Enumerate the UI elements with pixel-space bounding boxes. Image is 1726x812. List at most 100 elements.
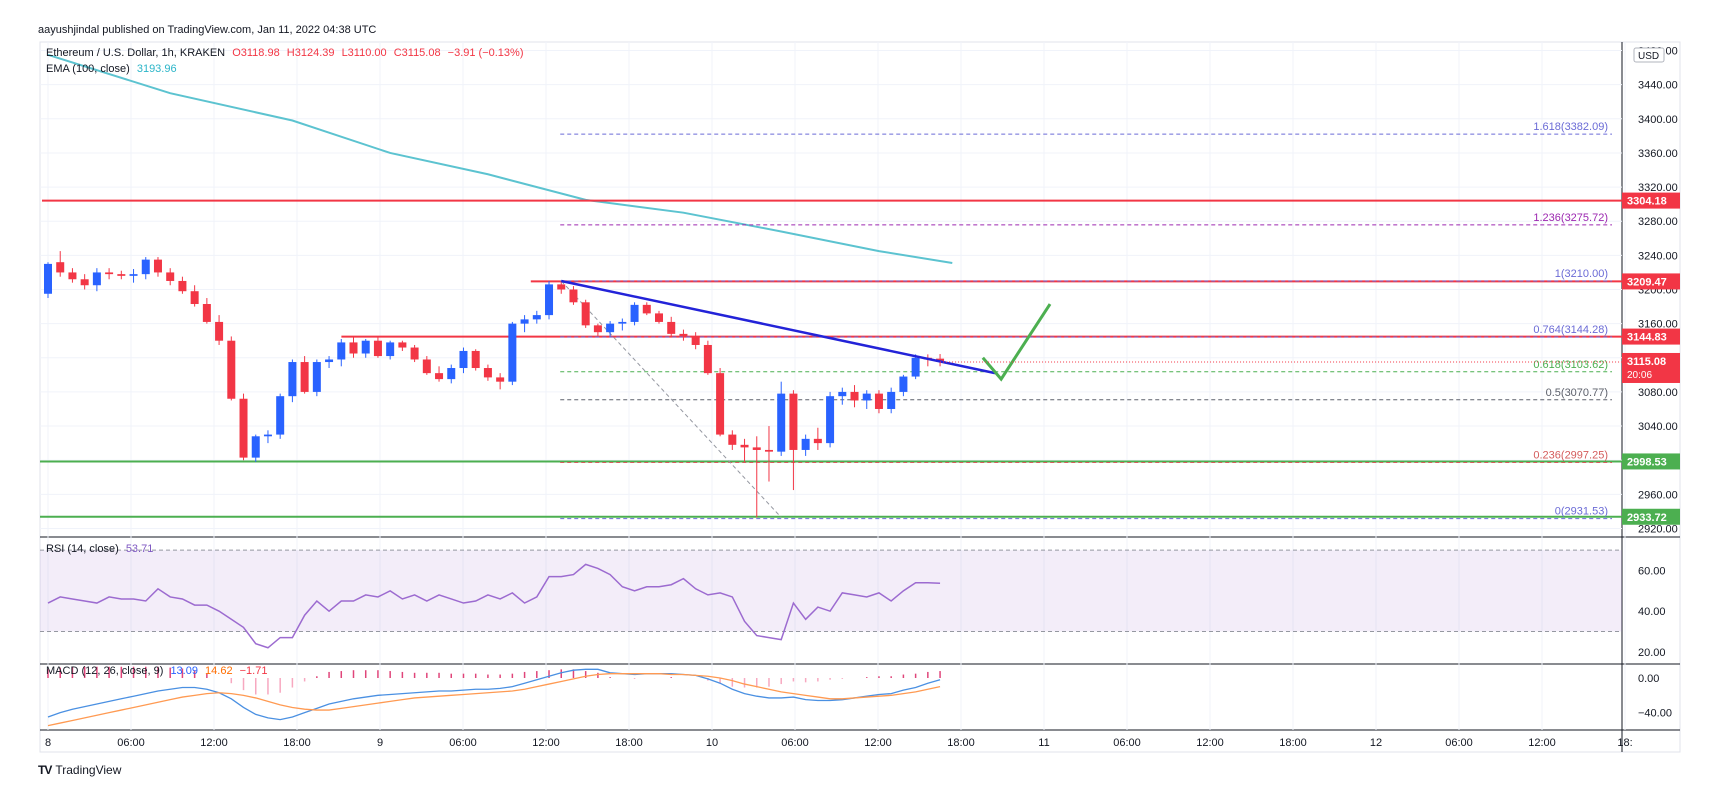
- candle-body: [850, 391, 859, 401]
- macd-label: MACD (12, 26, close, 9): [46, 665, 164, 677]
- x-tick-label: 18:00: [947, 737, 975, 749]
- candle-body: [422, 359, 431, 374]
- ema-header: EMA (100, close) 3193.96: [46, 63, 181, 75]
- candle-body: [532, 315, 541, 320]
- candle-body: [728, 434, 737, 445]
- y-tick-label: 3360.00: [1638, 148, 1678, 160]
- x-tick-label: 12:00: [532, 737, 560, 749]
- candle-body: [300, 362, 309, 392]
- x-tick-label: 06:00: [449, 737, 477, 749]
- candle-body: [373, 340, 382, 357]
- tradingview-logo-icon: TV: [38, 763, 52, 777]
- candle-body: [202, 304, 211, 322]
- candle-body: [593, 325, 602, 333]
- support-price-tag: [1622, 453, 1680, 470]
- y-tick-label: 2920.00: [1638, 523, 1678, 535]
- resistance-price-label: 3144.83: [1627, 332, 1667, 344]
- candle-body: [801, 438, 810, 450]
- candle-body: [325, 359, 334, 363]
- resistance-price-label: 3209.47: [1627, 276, 1667, 288]
- candle-body: [911, 357, 920, 377]
- last-price-tag: [1622, 352, 1680, 383]
- rsi-line: [47, 563, 941, 649]
- candle-body: [691, 336, 700, 345]
- resistance-price-tag: [1622, 273, 1680, 290]
- rsi-band: [40, 550, 1622, 632]
- symbol-header: Ethereum / U.S. Dollar, 1h, KRAKEN O3118…: [46, 47, 528, 59]
- fib-level-label: 1.618(3382.09): [1533, 121, 1608, 133]
- rsi-label: RSI (14, close): [46, 543, 119, 555]
- x-tick-label: 18:: [1617, 737, 1632, 749]
- currency-badge: [1633, 47, 1665, 63]
- candle-body: [153, 259, 162, 273]
- candle-body: [838, 391, 847, 397]
- x-tick-label: 06:00: [1445, 737, 1473, 749]
- candle-body: [56, 262, 65, 273]
- candle-body: [459, 350, 468, 369]
- candle-body: [581, 302, 590, 326]
- fib-diagonal: [560, 280, 782, 518]
- candle-body: [435, 373, 444, 380]
- x-tick-label: 9: [377, 737, 383, 749]
- rsi-tick-label: 60.00: [1638, 566, 1666, 578]
- candle-body: [777, 393, 786, 452]
- candle-body: [361, 340, 370, 354]
- candle-body: [447, 368, 456, 380]
- candle-body: [716, 373, 725, 435]
- resistance-price-label: 3304.18: [1627, 196, 1667, 208]
- rsi-tick-label: 20.00: [1638, 647, 1666, 659]
- candle-body: [288, 362, 297, 397]
- candle-body: [655, 313, 663, 322]
- x-tick-label: 12:00: [200, 737, 228, 749]
- x-tick-label: 12:00: [1528, 737, 1556, 749]
- candle-body: [740, 444, 749, 448]
- candle-body: [68, 272, 77, 280]
- x-tick-label: 06:00: [117, 737, 145, 749]
- ohlc-change: −3.91 (−0.13%): [447, 47, 524, 59]
- candle-body: [312, 362, 321, 392]
- support-price-label: 2998.53: [1627, 456, 1667, 468]
- ohlc-high: H3124.39: [286, 47, 335, 59]
- y-tick-label: 3040.00: [1638, 421, 1678, 433]
- footer-brand-label: TradingView: [55, 763, 122, 777]
- currency-label: USD: [1638, 51, 1659, 62]
- y-tick-label: 3280.00: [1638, 216, 1678, 228]
- fib-level-label: 1(3210.00): [1555, 268, 1608, 280]
- resistance-price-tag: [1622, 192, 1680, 209]
- candle-body: [215, 321, 224, 341]
- y-tick-label: 3160.00: [1638, 319, 1678, 331]
- footer-brand[interactable]: TV TradingView: [38, 763, 121, 777]
- candle-body: [813, 438, 822, 444]
- candle-body: [483, 368, 492, 378]
- macd-header: MACD (12, 26, close, 9) 13.09 14.62 −1.7…: [46, 665, 271, 677]
- candle-body: [496, 377, 505, 382]
- hist-value: −1.71: [239, 665, 268, 677]
- candle-body: [874, 393, 883, 409]
- candle-body: [141, 259, 150, 275]
- candle-body: [263, 434, 272, 437]
- candle-body: [276, 396, 285, 435]
- candle-body: [789, 393, 798, 450]
- fib-level-label: 0(2931.53): [1555, 506, 1608, 518]
- signal-line: [47, 673, 941, 727]
- ohlc-close: C3115.08: [393, 47, 441, 59]
- chart-frame: [39, 41, 1681, 753]
- candle-body: [398, 342, 407, 348]
- candle-body: [618, 321, 627, 324]
- x-tick-label: 11: [1038, 737, 1049, 749]
- macd-line: [47, 668, 941, 721]
- candle-body: [703, 344, 712, 374]
- bearish-trend-line: [560, 279, 996, 375]
- candle-body: [826, 396, 835, 444]
- x-tick-label: 12:00: [1196, 737, 1224, 749]
- signal-value: 14.62: [205, 665, 233, 677]
- candle-body: [545, 284, 554, 316]
- candle-body: [129, 274, 138, 276]
- projection-path: [981, 303, 1052, 382]
- candle-body: [92, 272, 101, 286]
- candle-body: [166, 272, 175, 281]
- candle-body: [117, 274, 126, 276]
- candle-body: [44, 263, 52, 294]
- fib-level-label: 0.618(3103.62): [1533, 359, 1608, 371]
